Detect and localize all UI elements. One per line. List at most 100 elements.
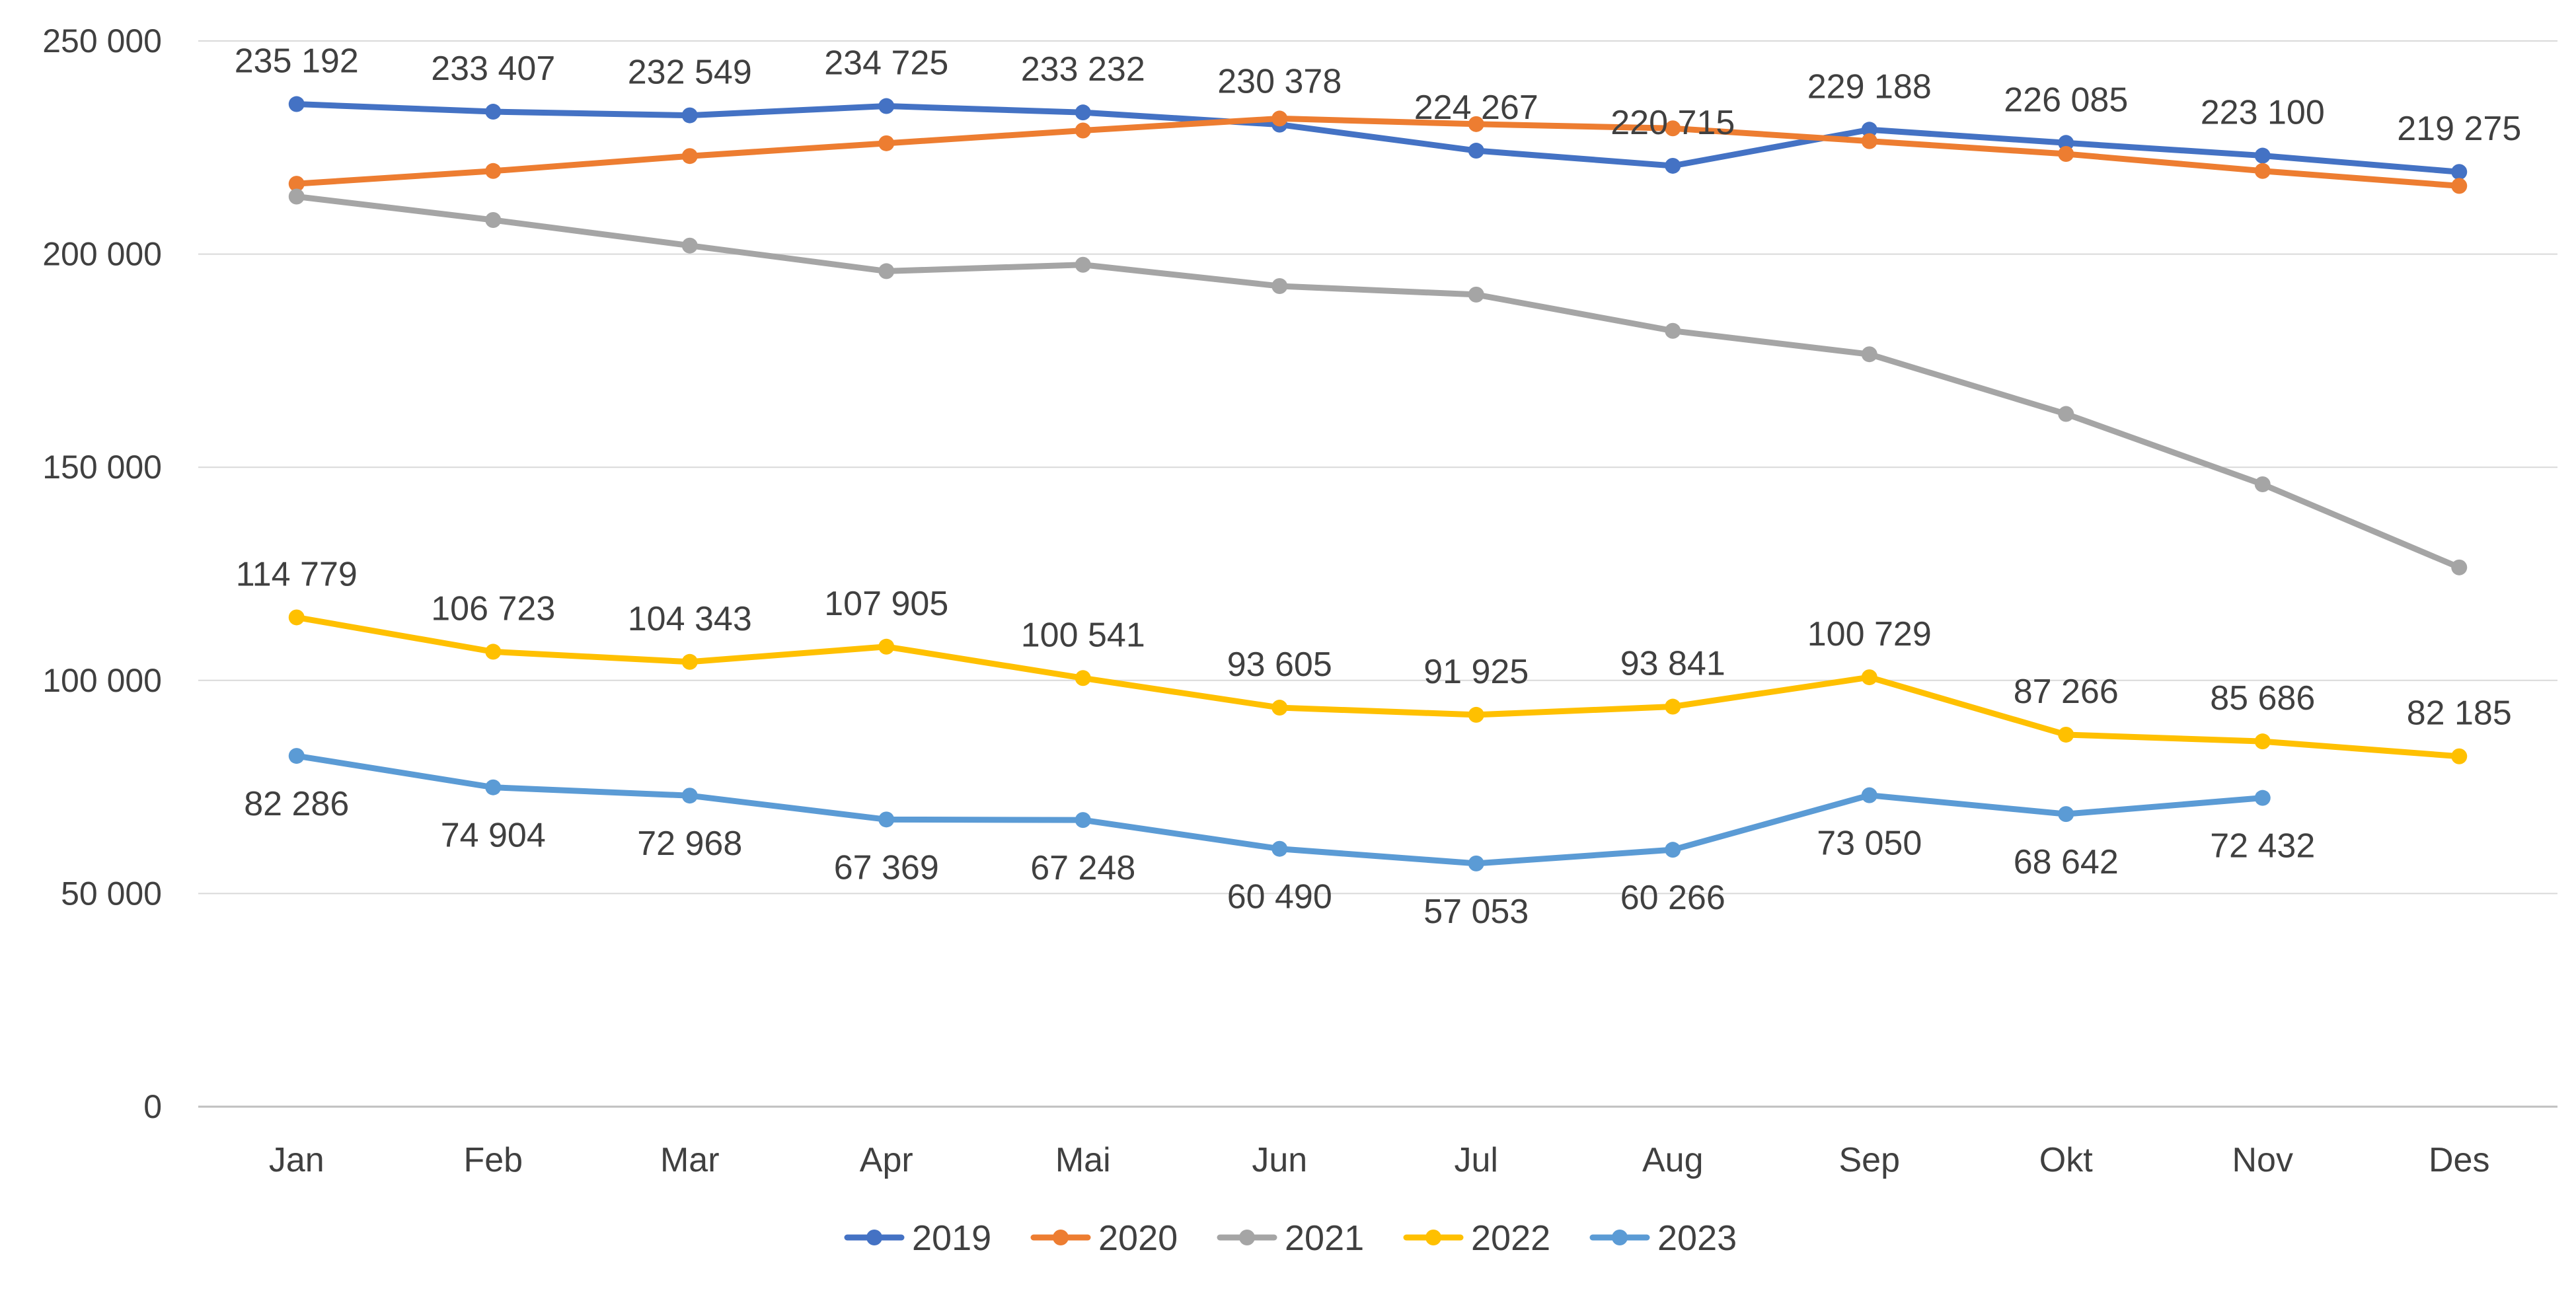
- series-2020-point: [288, 176, 305, 192]
- series-2021-point: [1665, 322, 1681, 339]
- data-label-2023: 74 904: [441, 817, 546, 855]
- data-label-2022: 85 686: [2210, 679, 2315, 718]
- series-2022-point: [1075, 670, 1091, 686]
- legend-label: 2019: [912, 1218, 991, 1258]
- series-2020-point: [2058, 145, 2074, 162]
- series-2022-point: [2254, 733, 2271, 750]
- series-2022-line: [293, 614, 2462, 760]
- data-label-2019: 219 275: [2397, 110, 2521, 148]
- series-2019-point: [2058, 135, 2074, 151]
- data-label-2019: 230 378: [1217, 63, 1342, 101]
- data-label-2022: 93 841: [1620, 645, 1725, 683]
- series-2023-point: [2058, 806, 2074, 823]
- series-2021-point: [1861, 346, 1877, 363]
- series-2019-point: [288, 96, 305, 112]
- data-label-2022: 93 605: [1227, 646, 1332, 684]
- series-2020-point: [1861, 133, 1877, 149]
- x-tick-label: Jul: [1455, 1141, 1498, 1179]
- legend-item-2022: 2022: [1403, 1218, 1550, 1258]
- legend-marker: [1239, 1230, 1255, 1245]
- series-2022-point: [485, 644, 502, 660]
- series-2022-point: [1468, 706, 1484, 723]
- x-tick-label: Sep: [1838, 1141, 1900, 1179]
- data-label-2019: 234 725: [824, 44, 948, 83]
- data-label-2022: 100 729: [1807, 615, 1932, 653]
- series-2020-point: [681, 148, 698, 165]
- series-2020-point: [1468, 116, 1484, 132]
- data-label-2023: 60 490: [1227, 878, 1332, 916]
- series-2023-point: [1665, 842, 1681, 858]
- legend-label: 2023: [1657, 1218, 1737, 1258]
- legend: 2019 2020 2021 2022 2023: [844, 1218, 1737, 1258]
- legend-item-2019: 2019: [844, 1218, 991, 1258]
- legend-marker: [866, 1230, 882, 1245]
- data-label-2023: 68 642: [2014, 843, 2119, 881]
- x-tick-label: Feb: [463, 1141, 523, 1179]
- data-label-2022: 91 925: [1423, 653, 1529, 691]
- x-tick-label: Jan: [269, 1141, 324, 1179]
- legend-item-2021: 2021: [1217, 1218, 1364, 1258]
- series-2023-point: [1468, 855, 1484, 871]
- legend-item-2020: 2020: [1030, 1218, 1178, 1258]
- series-2023-point: [485, 779, 502, 795]
- series-2022-point: [1861, 669, 1877, 686]
- y-tick-label: 100 000: [42, 662, 162, 699]
- series-2020-point: [2254, 163, 2271, 179]
- series-2022-point: [878, 638, 895, 655]
- y-axis: 0 50 000 100 000 150 000 200 000 250 000: [42, 22, 162, 1125]
- x-axis: Jan Feb Mar Apr Mai Jun Jul Aug Sep Okt Nov Des: [269, 1141, 2490, 1179]
- series-2021-line: [293, 193, 2462, 571]
- data-label-2019: 233 407: [431, 50, 555, 88]
- series-2019-line: [293, 101, 2462, 175]
- y-tick-label: 250 000: [42, 22, 162, 59]
- series-2022-point: [1271, 700, 1288, 716]
- series-2021-point: [1468, 286, 1484, 303]
- x-tick-label: Jun: [1252, 1141, 1307, 1179]
- y-tick-label: 50 000: [61, 875, 162, 912]
- legend-marker: [1612, 1230, 1628, 1245]
- series-2019-point: [2451, 164, 2468, 180]
- data-label-2019: 220 715: [1610, 104, 1735, 142]
- x-tick-label: Mar: [660, 1141, 720, 1179]
- data-label-2022: 104 343: [628, 600, 752, 638]
- series-2023-point: [1075, 812, 1091, 829]
- data-label-2022: 106 723: [431, 589, 555, 628]
- series-2019-point: [1665, 157, 1681, 174]
- series-2021-point: [878, 263, 895, 279]
- series-2019-point: [1861, 122, 1877, 138]
- legend-item-2023: 2023: [1589, 1218, 1737, 1258]
- series-2021-point: [2451, 559, 2468, 575]
- data-label-2023: 72 432: [2210, 827, 2315, 866]
- series-2021-point: [288, 188, 305, 205]
- series-2022-point: [2451, 748, 2468, 764]
- data-labels: 235 192 233 407 232 549 234 725 233 232 230 3…: [235, 42, 2521, 931]
- data-label-2022: 100 541: [1021, 616, 1145, 654]
- series-lines: [288, 96, 2468, 871]
- series-2021-point: [1271, 277, 1288, 294]
- data-label-2023: 57 053: [1423, 893, 1529, 931]
- data-label-2022: 82 185: [2407, 694, 2512, 733]
- series-2022-point: [1665, 698, 1681, 715]
- series-2020-line: [293, 115, 2462, 189]
- x-tick-label: Nov: [2232, 1141, 2293, 1179]
- series-2020-point: [2451, 178, 2468, 194]
- x-tick-label: Okt: [2039, 1141, 2093, 1179]
- series-2022-point: [2058, 726, 2074, 743]
- data-label-2023: 67 369: [834, 848, 939, 887]
- y-tick-label: 0: [143, 1088, 162, 1125]
- series-2023-point: [288, 748, 305, 764]
- series-2023-point: [1861, 787, 1877, 803]
- data-label-2022: 87 266: [2014, 673, 2119, 711]
- data-label-2019: 232 549: [628, 54, 752, 92]
- series-2020-point: [1271, 110, 1288, 127]
- legend-marker: [1053, 1230, 1069, 1245]
- series-2021-point: [2254, 476, 2271, 493]
- data-label-2019: 223 100: [2201, 94, 2325, 132]
- data-label-2023: 60 266: [1620, 879, 1725, 917]
- series-2020-point: [878, 135, 895, 151]
- data-label-2022: 114 779: [236, 555, 358, 593]
- series-2019-point: [878, 98, 895, 114]
- legend-marker: [1425, 1230, 1441, 1245]
